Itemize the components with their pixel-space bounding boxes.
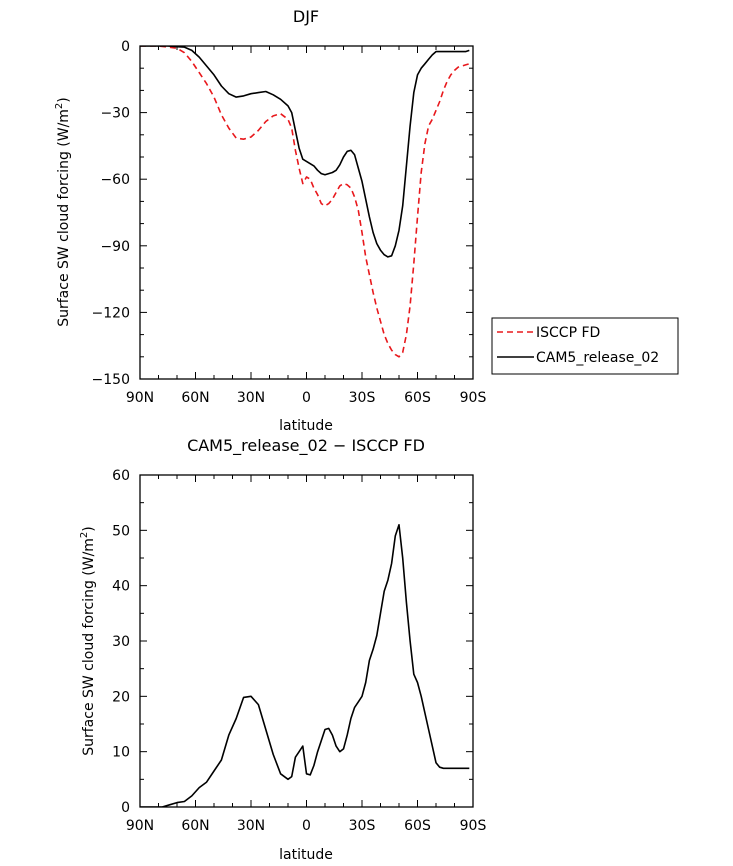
chart-bottom-frame [139, 474, 474, 808]
y-tick-label: −90 [100, 239, 130, 255]
chart-top: DJF 90N 60N 30N 0 30S 60S 90S 0 −30 −60 −90 −120 −1… [54, 7, 679, 434]
y-tick-label: −30 [100, 106, 130, 122]
chart-bottom-ylabel-main: Surface SW cloud forcing (W/m [81, 538, 97, 756]
y-tick-label: −120 [92, 305, 130, 321]
chart-top-yticklabels: 0 −30 −60 −90 −120 −150 [92, 39, 130, 388]
x-tick-label: 90S [460, 818, 487, 834]
y-tick-label: −150 [92, 372, 130, 388]
series-line-cam5-release-02 [140, 46, 470, 258]
chart-top-xlabel: latitude [279, 418, 333, 434]
chart-top-title: DJF [293, 7, 319, 26]
y-tick-label: 0 [121, 39, 130, 55]
x-tick-label: 0 [302, 390, 311, 406]
y-tick-label: 40 [112, 579, 130, 595]
x-tick-label: 60S [404, 390, 431, 406]
x-tick-label: 90N [126, 818, 154, 834]
y-tick-label: 60 [112, 468, 130, 484]
y-tick-label: 10 [112, 745, 130, 761]
series-line-isccp-fd [140, 46, 470, 358]
x-tick-label: 30N [237, 390, 265, 406]
x-tick-label: 60N [181, 390, 209, 406]
chart-bottom-title: CAM5_release_02 − ISCCP FD [187, 436, 425, 456]
x-tick-label: 30S [349, 818, 376, 834]
y-tick-label: 20 [112, 689, 130, 705]
legend-label-isccp: ISCCP FD [536, 325, 600, 341]
chart-bottom-ylabel-end: ) [81, 526, 97, 531]
chart-top-xticklabels: 90N 60N 30N 0 30S 60S 90S [126, 390, 487, 406]
chart-top-ylabel-main: Surface SW cloud forcing (W/m [56, 109, 72, 327]
chart-top-gridlines [139, 45, 474, 380]
x-tick-label: 60N [181, 818, 209, 834]
x-tick-label: 30S [349, 390, 376, 406]
chart-bottom-ylabel-sup: 2 [79, 532, 90, 538]
x-tick-label: 90N [126, 390, 154, 406]
chart-top-ylabel: Surface SW cloud forcing (W/m2) [54, 97, 72, 327]
chart-top-series [140, 46, 470, 358]
chart-bottom-yticklabels: 0 10 20 30 40 50 60 [112, 468, 130, 816]
legend-box [491, 317, 679, 375]
y-tick-label: −60 [100, 172, 130, 188]
y-tick-label: 30 [112, 634, 130, 650]
series-line-cam5-release-02-isccp-fd [140, 523, 470, 807]
chart-bottom-gridlines [139, 474, 474, 808]
x-tick-label: 90S [460, 390, 487, 406]
chart-bottom-series [140, 523, 470, 807]
chart-top-legend: ISCCP FD CAM5_release_02 [491, 317, 679, 375]
chart-top-ylabel-sup: 2 [54, 103, 65, 109]
chart-bottom-xlabel: latitude [279, 847, 333, 863]
legend-label-cam5: CAM5_release_02 [536, 350, 659, 366]
chart-bottom: CAM5_release_02 − ISCCP FD 90N 60N 30N 0 30S… [79, 436, 486, 863]
chart-top-ylabel-end: ) [56, 97, 72, 102]
chart-top-frame [139, 45, 474, 380]
chart-bottom-xticklabels: 90N 60N 30N 0 30S 60S 90S [126, 818, 487, 834]
y-tick-label: 50 [112, 523, 130, 539]
x-tick-label: 0 [302, 818, 311, 834]
chart-bottom-ylabel: Surface SW cloud forcing (W/m2) [79, 526, 97, 756]
y-tick-label: 0 [121, 800, 130, 816]
x-tick-label: 30N [237, 818, 265, 834]
x-tick-label: 60S [404, 818, 431, 834]
